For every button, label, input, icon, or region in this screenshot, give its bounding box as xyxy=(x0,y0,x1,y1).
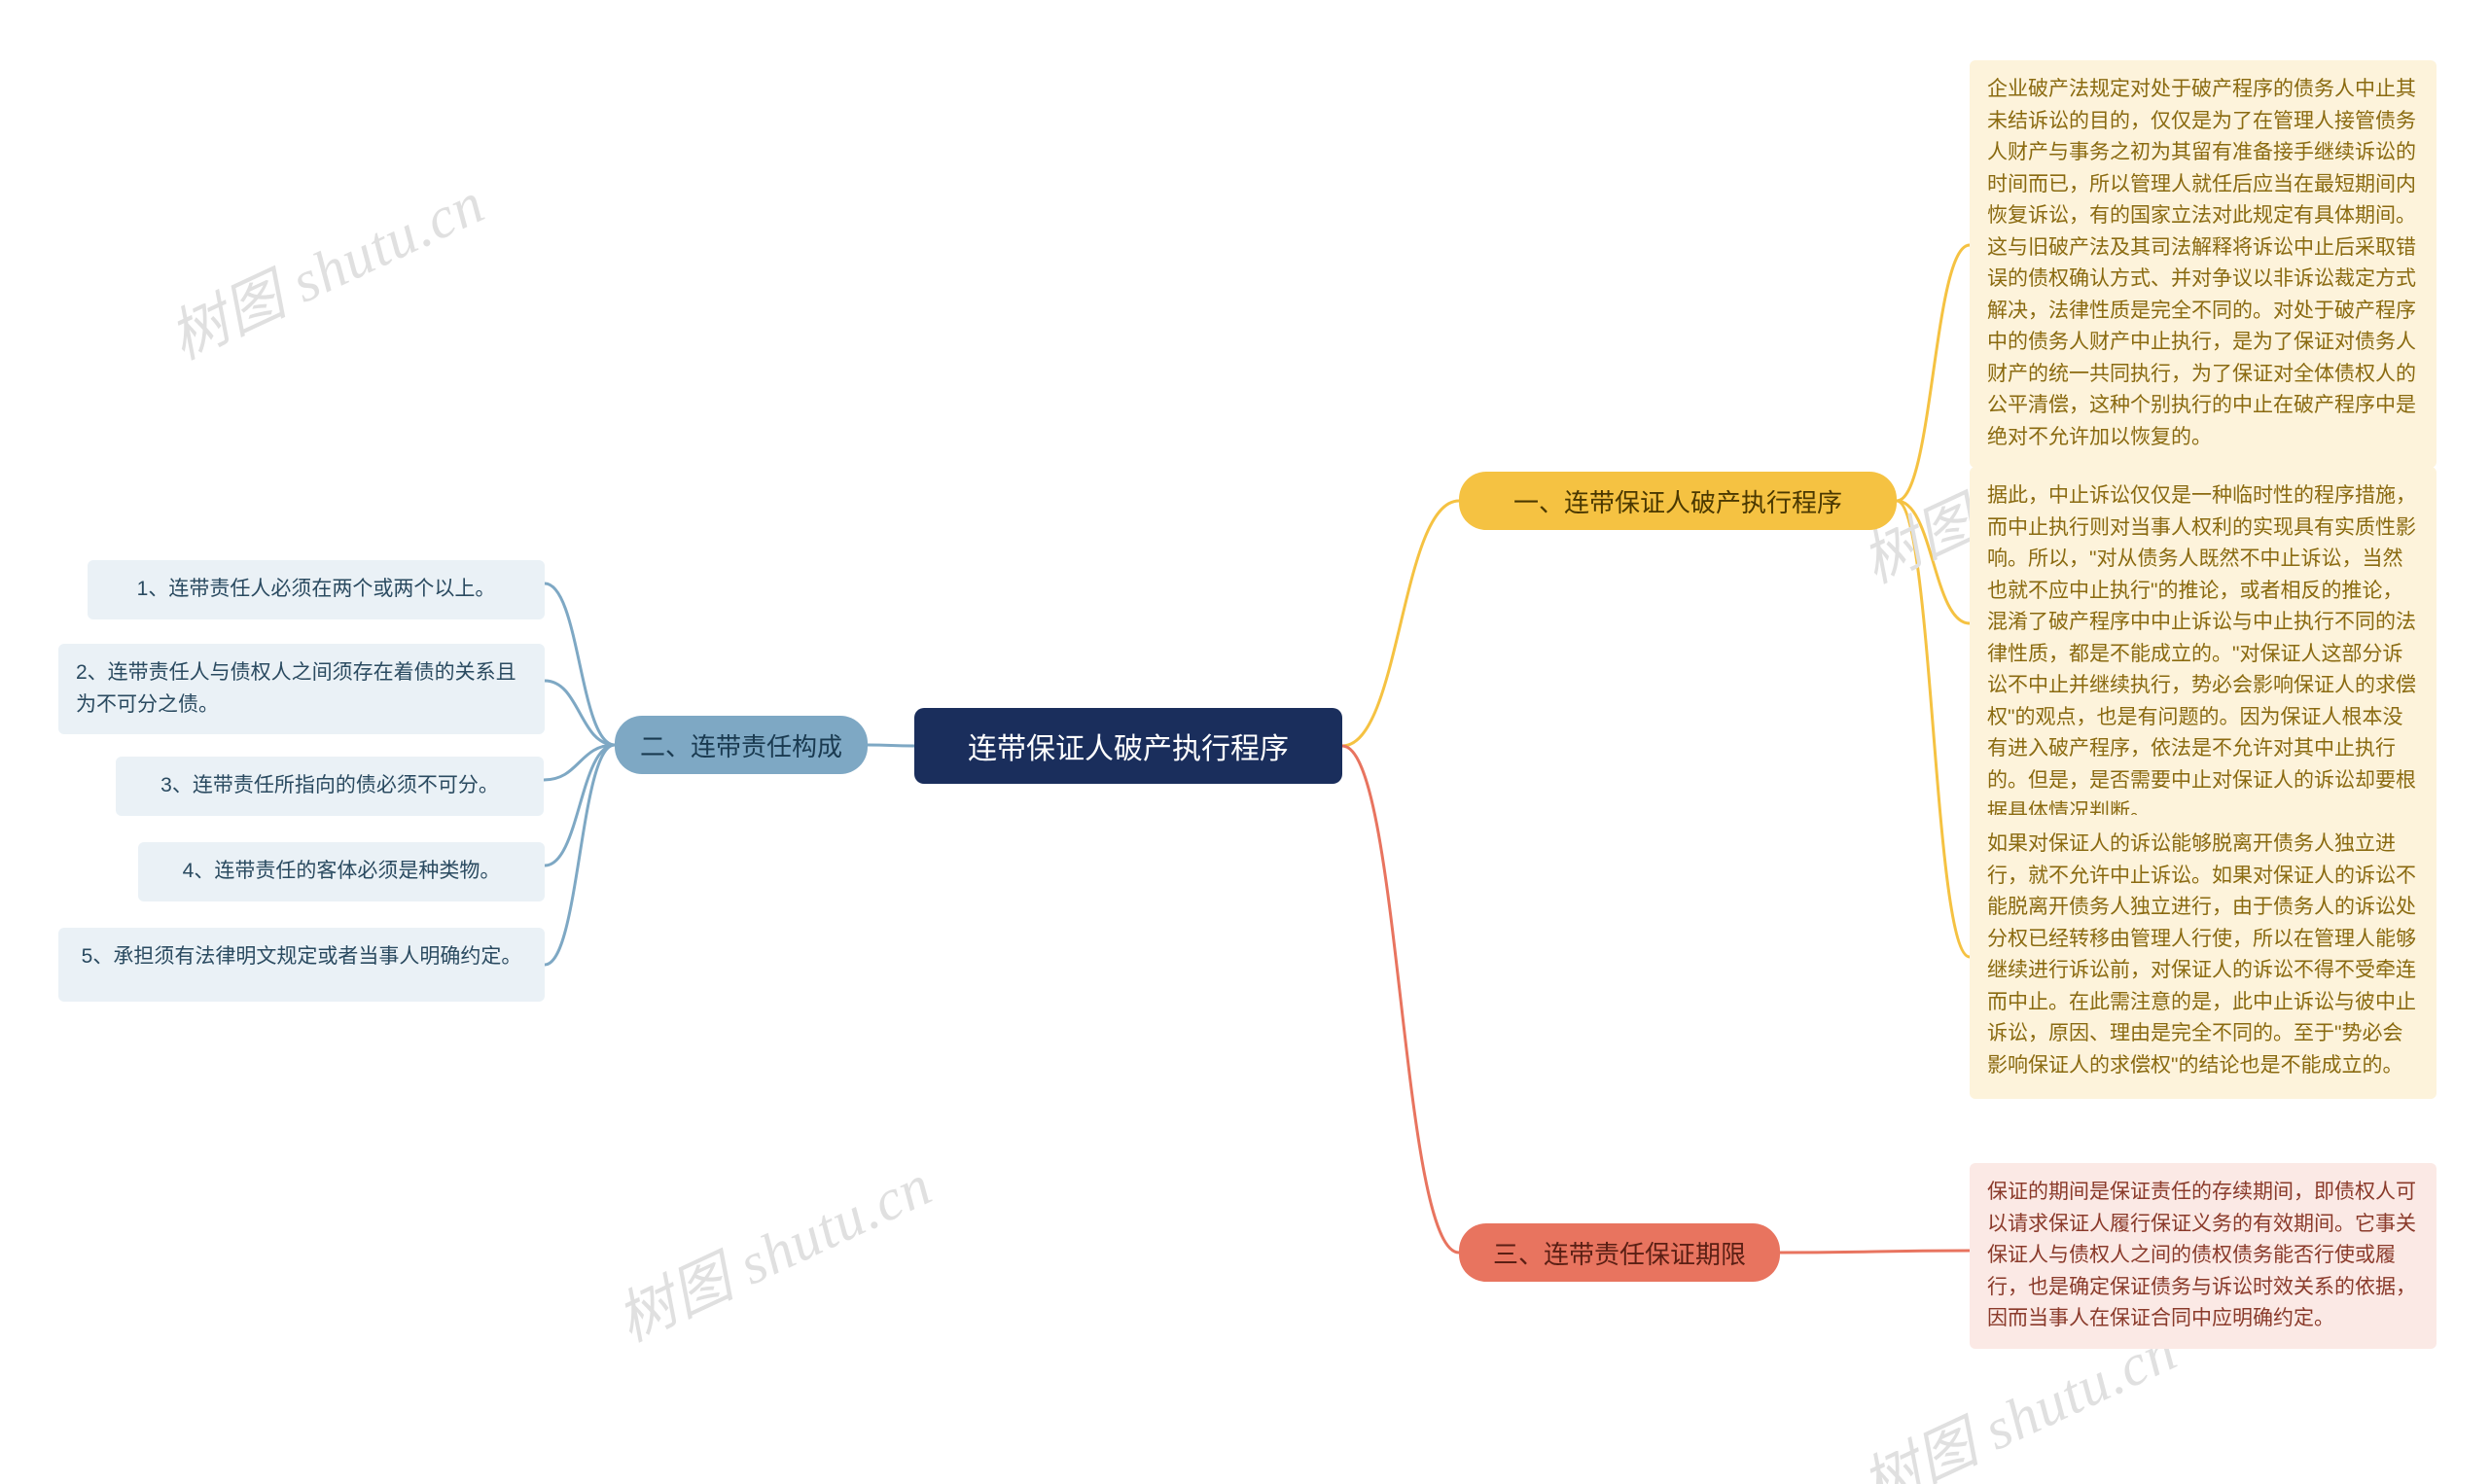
leaf-text: 2、连带责任人与债权人之间须存在着债的关系且为不可分之债。 xyxy=(76,657,527,721)
leaf-node[interactable]: 企业破产法规定对处于破产程序的债务人中止其未结诉讼的目的，仅仅是为了在管理人接管… xyxy=(1970,60,2437,468)
branch-node[interactable]: 三、连带责任保证期限 xyxy=(1459,1223,1780,1282)
watermark: 树图 shutu.cn xyxy=(154,157,496,376)
leaf-node[interactable]: 如果对保证人的诉讼能够脱离开债务人独立进行，就不允许中止诉讼。如果对保证人的诉讼… xyxy=(1970,815,2437,1099)
mindmap-canvas: 树图 shutu.cn树图 shutu.cn树图 shutu.cn树图 shut… xyxy=(0,0,2490,1484)
leaf-text: 如果对保证人的诉讼能够脱离开债务人独立进行，就不允许中止诉讼。如果对保证人的诉讼… xyxy=(1987,829,2419,1081)
branch-node[interactable]: 一、连带保证人破产执行程序 xyxy=(1459,472,1897,530)
leaf-node[interactable]: 2、连带责任人与债权人之间须存在着债的关系且为不可分之债。 xyxy=(58,644,545,734)
branch-label: 一、连带保证人破产执行程序 xyxy=(1513,483,1842,519)
branch-node[interactable]: 二、连带责任构成 xyxy=(615,716,868,774)
root-label: 连带保证人破产执行程序 xyxy=(968,724,1289,767)
leaf-text: 1、连带责任人必须在两个或两个以上。 xyxy=(137,574,496,606)
leaf-text: 5、承担须有法律明文规定或者当事人明确约定。 xyxy=(82,941,522,973)
watermark: 树图 shutu.cn xyxy=(601,1139,943,1359)
leaf-text: 4、连带责任的客体必须是种类物。 xyxy=(183,856,501,888)
leaf-node[interactable]: 1、连带责任人必须在两个或两个以上。 xyxy=(88,560,545,619)
leaf-node[interactable]: 4、连带责任的客体必须是种类物。 xyxy=(138,842,545,901)
leaf-node[interactable]: 保证的期间是保证责任的存续期间，即债权人可以请求保证人履行保证义务的有效期间。它… xyxy=(1970,1163,2437,1349)
leaf-text: 3、连带责任所指向的债必须不可分。 xyxy=(160,770,499,802)
leaf-node[interactable]: 3、连带责任所指向的债必须不可分。 xyxy=(116,757,544,816)
leaf-node[interactable]: 5、承担须有法律明文规定或者当事人明确约定。 xyxy=(58,928,545,1002)
leaf-text: 企业破产法规定对处于破产程序的债务人中止其未结诉讼的目的，仅仅是为了在管理人接管… xyxy=(1987,74,2419,454)
branch-label: 二、连带责任构成 xyxy=(640,727,842,763)
leaf-text: 保证的期间是保证责任的存续期间，即债权人可以请求保证人履行保证义务的有效期间。它… xyxy=(1987,1177,2419,1335)
root-node[interactable]: 连带保证人破产执行程序 xyxy=(914,708,1342,784)
leaf-text: 据此，中止诉讼仅仅是一种临时性的程序措施，而中止执行则对当事人权利的实现具有实质… xyxy=(1987,480,2419,829)
leaf-node[interactable]: 据此，中止诉讼仅仅是一种临时性的程序措施，而中止执行则对当事人权利的实现具有实质… xyxy=(1970,467,2437,842)
branch-label: 三、连带责任保证期限 xyxy=(1493,1235,1746,1271)
